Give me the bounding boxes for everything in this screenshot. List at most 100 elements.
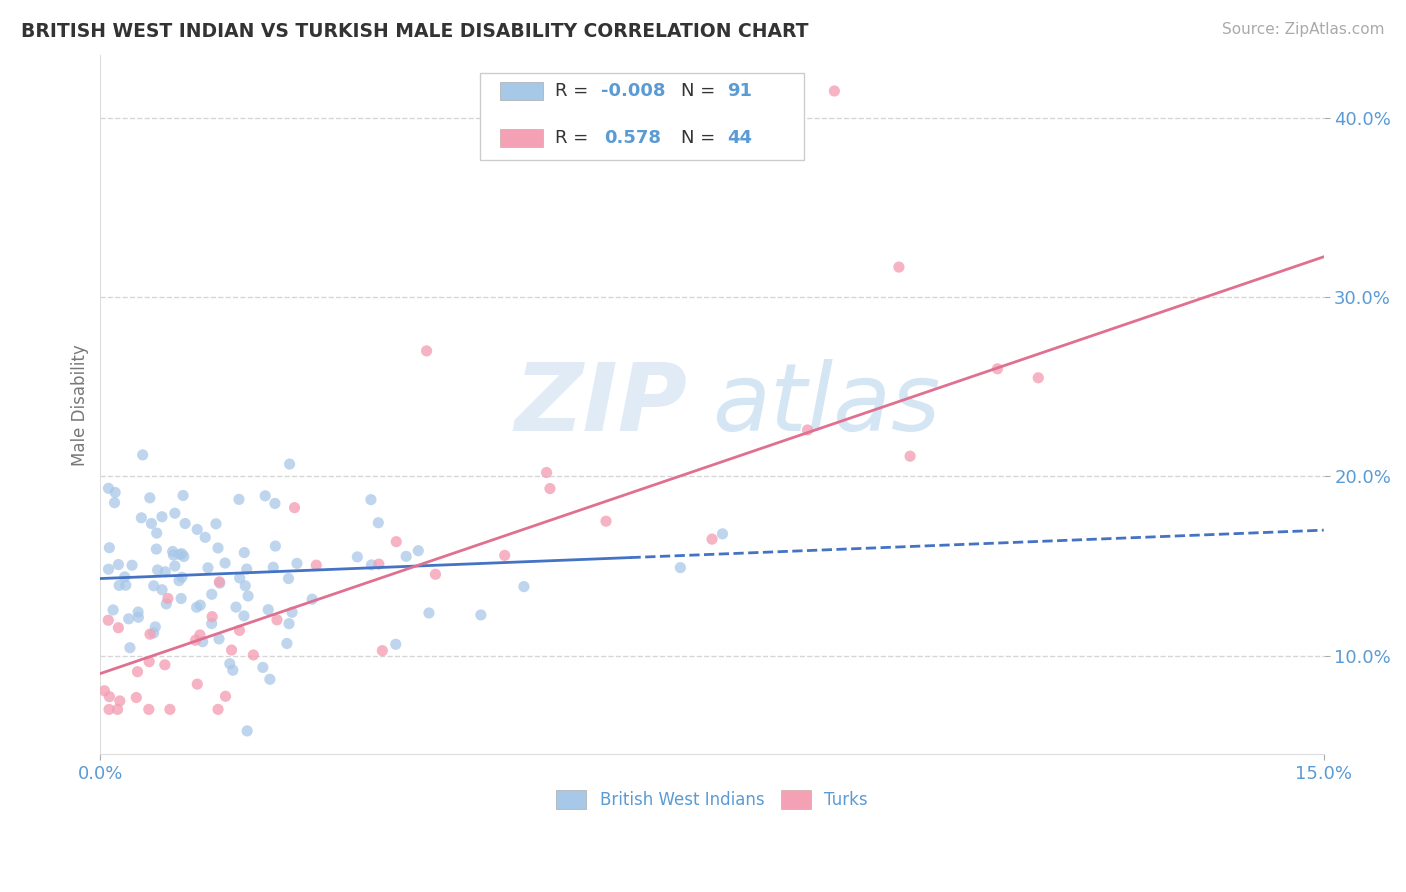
Point <box>170 570 193 584</box>
Point <box>107 621 129 635</box>
Text: atlas: atlas <box>711 359 941 450</box>
Text: 0.578: 0.578 <box>605 128 661 146</box>
Point <box>139 491 162 505</box>
Bar <box>501 82 543 100</box>
Text: Source: ZipAtlas.com: Source: ZipAtlas.com <box>1222 22 1385 37</box>
Point <box>141 516 163 531</box>
Point <box>371 643 394 657</box>
Point <box>108 694 131 708</box>
Point <box>218 657 240 671</box>
Point <box>898 449 921 463</box>
Point <box>97 562 120 576</box>
Point <box>169 548 191 562</box>
Point <box>127 665 149 679</box>
Text: -0.008: -0.008 <box>600 82 665 100</box>
Point <box>143 620 166 634</box>
Point <box>595 514 617 528</box>
Point <box>139 627 162 641</box>
Point <box>254 489 277 503</box>
Point <box>367 557 389 571</box>
Point <box>153 657 176 672</box>
Point <box>138 702 160 716</box>
Text: ZIP: ZIP <box>515 359 688 450</box>
Point <box>186 600 208 615</box>
Point <box>155 565 177 579</box>
Point <box>986 361 1008 376</box>
Point <box>107 702 129 716</box>
Point <box>188 598 211 612</box>
Point <box>114 570 136 584</box>
Point <box>174 516 197 531</box>
Point <box>145 542 167 557</box>
Point <box>385 534 408 549</box>
Point <box>233 545 256 559</box>
Point <box>197 561 219 575</box>
Point <box>207 702 229 716</box>
Text: 91: 91 <box>727 82 752 100</box>
Point <box>301 592 323 607</box>
Point <box>494 549 516 563</box>
Point <box>221 643 243 657</box>
Point <box>252 660 274 674</box>
Point <box>278 457 301 471</box>
Point <box>208 574 231 589</box>
Point <box>266 613 288 627</box>
Point <box>278 616 301 631</box>
Legend: British West Indians, Turks: British West Indians, Turks <box>550 783 875 816</box>
Point <box>277 572 299 586</box>
Point <box>222 663 245 677</box>
Point <box>669 560 692 574</box>
Point <box>360 558 382 572</box>
Point <box>186 523 208 537</box>
Point <box>150 509 173 524</box>
Point <box>257 602 280 616</box>
Point <box>264 496 287 510</box>
Point <box>131 510 153 524</box>
Point <box>236 589 259 603</box>
Point <box>98 690 121 704</box>
Point <box>262 560 284 574</box>
Point <box>118 640 141 655</box>
Point <box>163 558 186 573</box>
Point <box>103 496 125 510</box>
Point <box>406 543 429 558</box>
Point <box>146 563 169 577</box>
Point <box>104 485 127 500</box>
Text: N =: N = <box>682 128 721 146</box>
Point <box>513 580 536 594</box>
Point <box>208 576 231 591</box>
Point <box>98 702 121 716</box>
Point <box>159 702 181 716</box>
Point <box>145 526 167 541</box>
Point <box>367 516 389 530</box>
Point <box>305 558 328 573</box>
Point <box>97 481 120 495</box>
Point <box>418 606 440 620</box>
Point <box>98 541 121 555</box>
Point <box>346 549 368 564</box>
Point <box>205 516 228 531</box>
Point <box>155 597 177 611</box>
Point <box>470 607 492 622</box>
Point <box>214 556 236 570</box>
Point <box>228 624 250 638</box>
Point <box>207 541 229 555</box>
Point <box>150 582 173 597</box>
Point <box>281 605 304 619</box>
Text: R =: R = <box>555 82 595 100</box>
Point <box>214 690 236 704</box>
Point <box>101 603 124 617</box>
Point <box>107 558 129 572</box>
Point <box>156 591 179 606</box>
Point <box>538 482 561 496</box>
Point <box>425 567 447 582</box>
Point <box>191 634 214 648</box>
Point <box>127 605 149 619</box>
Point <box>114 578 136 592</box>
Point <box>138 655 160 669</box>
Point <box>360 492 382 507</box>
Point <box>170 547 193 561</box>
Point <box>264 539 287 553</box>
Point <box>188 628 211 642</box>
Point <box>796 423 818 437</box>
